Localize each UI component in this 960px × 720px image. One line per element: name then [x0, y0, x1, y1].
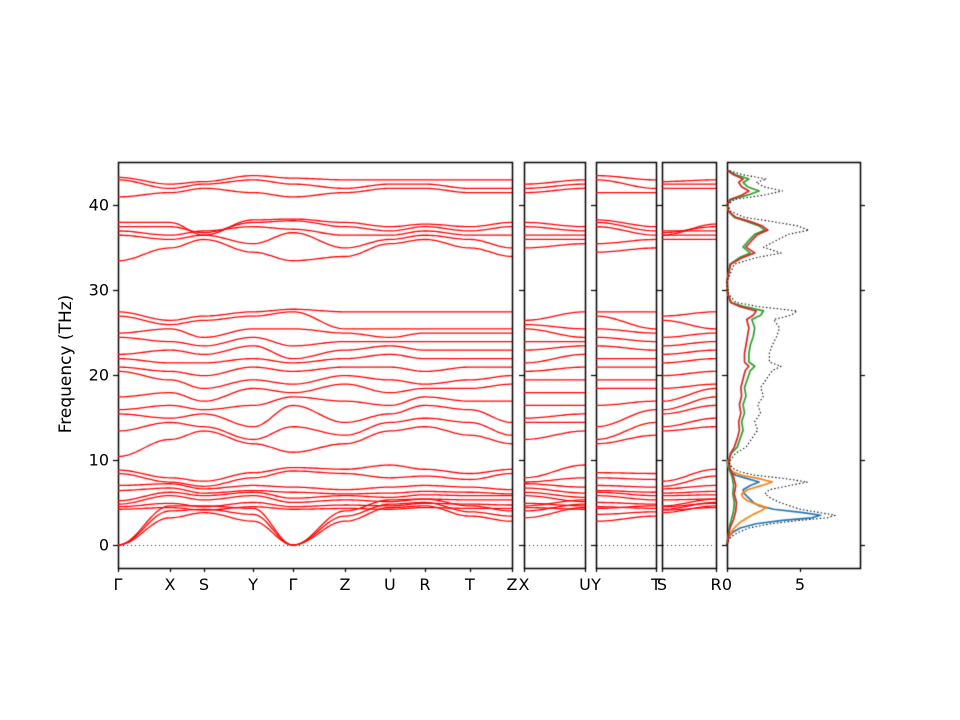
phonon-band-dos-figure: Frequency (THz) 0 10 20 30 40 Γ X S Y Γ Z U R T Z X U Y T S…	[0, 0, 960, 720]
band-structure-canvas	[0, 0, 960, 720]
